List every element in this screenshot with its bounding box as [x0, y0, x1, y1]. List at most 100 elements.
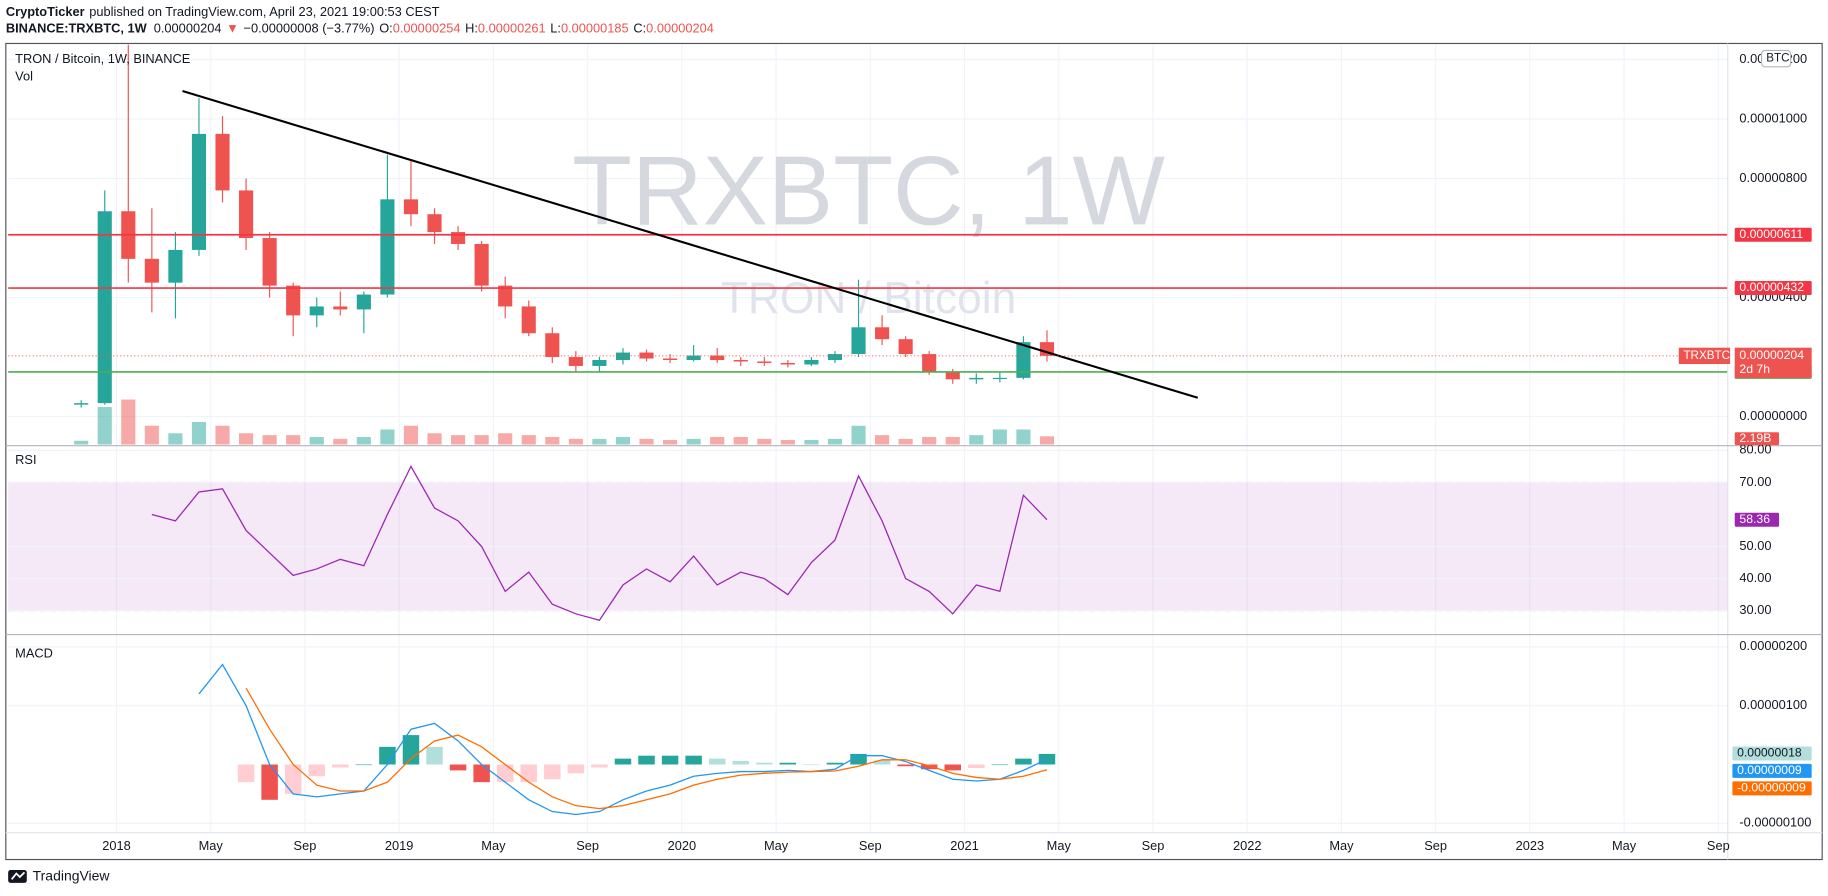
candle-body [875, 327, 890, 340]
volume-bar [356, 437, 371, 445]
macd-histogram-bar [638, 755, 655, 765]
volume-bar [286, 435, 301, 445]
macd-histogram-bar [968, 764, 985, 769]
pane-title: TRON / Bitcoin, 1W, BINANCE [15, 51, 190, 66]
x-tick-label: May [481, 838, 506, 853]
volume-bar [780, 440, 795, 445]
macd-histogram-bar [544, 764, 561, 780]
candle-body [851, 327, 866, 355]
volume-bar [498, 433, 513, 445]
x-tick-label: May [199, 838, 224, 853]
x-tick-label: 2019 [385, 838, 414, 853]
header-line-1: CryptoTicker published on TradingView.com… [6, 5, 440, 20]
macd-histogram-bar [520, 764, 537, 783]
macd-histogram-bar [708, 758, 726, 765]
macd-histogram-bar [1015, 758, 1032, 765]
y-tick-label: 50.00 [1739, 538, 1771, 553]
level-label: 0.00000611 [1739, 227, 1803, 241]
volume-bar [309, 437, 324, 445]
ohlc-value: 0.00000261 [478, 21, 546, 36]
footer-brand: TradingView [33, 868, 111, 884]
ohlc-value: 0.00000254 [393, 21, 461, 36]
macd-histogram-bar [803, 764, 820, 766]
candle-body [757, 361, 772, 363]
candle-body [945, 371, 960, 380]
symbol: BINANCE:TRXBTC, 1W [6, 21, 148, 36]
macd-histogram-bar [873, 760, 891, 765]
candle-body [663, 358, 678, 361]
volume-bar [757, 438, 772, 445]
volume-bar [710, 437, 725, 445]
x-tick-label: Sep [1142, 838, 1165, 853]
histogram-label-bg [1732, 746, 1812, 761]
candle-body [521, 306, 536, 334]
pane-title: RSI [15, 452, 36, 467]
y-tick-label: 0.00000100 [1739, 697, 1807, 712]
candle-body [403, 199, 419, 215]
level-label-bg [1734, 227, 1812, 242]
volume-bar [663, 440, 678, 445]
macd-histogram-bar [332, 764, 349, 768]
candle-body [356, 294, 371, 310]
candle-body [592, 360, 607, 366]
volume-bar [380, 429, 395, 445]
candle-body [686, 355, 701, 361]
x-tick-label: Sep [576, 838, 599, 853]
candle-body [922, 354, 937, 372]
macd-value-label: -0.00000009 [1737, 781, 1806, 795]
volume-bar [403, 425, 419, 445]
volume-bar [144, 425, 159, 445]
volume-bar [97, 407, 112, 445]
candle-body [1016, 342, 1031, 378]
badges: 0.000006110.000004320.00000150TRXBTC0.00… [1678, 49, 1812, 796]
currency-badge-bg [1760, 49, 1792, 68]
y-tick-label: 30.00 [1739, 602, 1771, 617]
macd-histogram-bar [237, 764, 255, 783]
last-price-bg [1734, 347, 1812, 378]
candle-body [286, 285, 301, 316]
histogram-label: 0.00000018 [1737, 746, 1802, 760]
candle-body [827, 354, 843, 361]
volume-bar [686, 438, 701, 445]
macd-histogram-bar [473, 764, 490, 783]
x-tick-label: May [1047, 838, 1072, 853]
currency-badge: BTC [1766, 52, 1789, 65]
volume-bar [592, 438, 607, 445]
volume-bar [121, 399, 136, 445]
publisher: CryptoTicker [6, 5, 85, 20]
macd-histogram-bar [944, 764, 961, 771]
candle-body [144, 258, 159, 283]
y-tick-label: -0.00000100 [1739, 815, 1811, 830]
candle-body [309, 306, 324, 316]
volume-bar [969, 435, 984, 445]
macd-value-label-bg [1732, 763, 1812, 778]
candle-body [969, 377, 984, 380]
volume-bar [521, 435, 536, 445]
macd-histogram-bar [661, 755, 679, 765]
candle-body [898, 339, 913, 355]
macd-histogram-bar [920, 764, 938, 770]
candle-body [262, 238, 277, 286]
x-tick-label: Sep [1707, 838, 1730, 853]
candle-body [380, 199, 395, 295]
candle-body [333, 306, 348, 310]
candle-body [97, 211, 112, 404]
macd-histogram-bar [426, 746, 443, 765]
macd-histogram-bar [284, 764, 302, 794]
symbol-badge-bg [1678, 347, 1731, 365]
macd-histogram-bar [496, 764, 514, 783]
x-tick-label: 2020 [668, 838, 697, 853]
volume-bar [733, 437, 748, 445]
logo-icon [8, 870, 27, 883]
volume-bar [992, 429, 1007, 445]
candle-body [733, 360, 748, 362]
volume-bar [215, 425, 230, 445]
volume-bar [827, 438, 843, 445]
candle-body [545, 333, 560, 358]
volume-bar [945, 437, 960, 445]
marks [8, 44, 1728, 816]
ohlc-value: 0.00000204 [646, 21, 714, 36]
macd-histogram-bar [756, 762, 773, 765]
macd-histogram-bar [991, 764, 1009, 766]
x-tick-label: 2023 [1516, 838, 1545, 853]
